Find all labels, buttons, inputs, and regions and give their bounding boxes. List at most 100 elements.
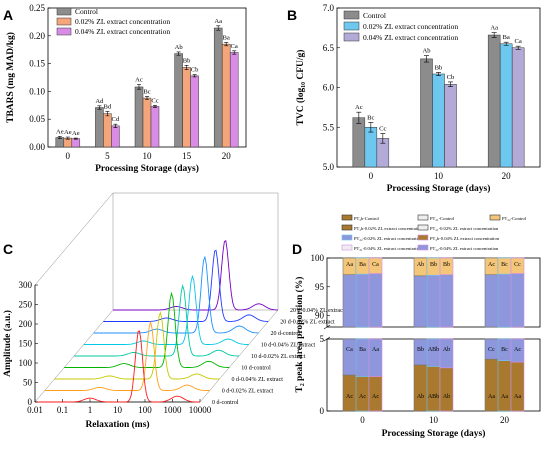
series-curve <box>103 249 269 322</box>
bar-segment-pt2b <box>484 358 499 412</box>
error-bar <box>73 137 78 140</box>
significance-label-pt22: Cc <box>514 262 521 268</box>
x-tick-label: 15 <box>182 151 192 161</box>
x-tick-label: 0 <box>360 415 365 425</box>
significance-label-pt22: Bc <box>501 262 508 268</box>
significance-label-pt22: Bb <box>430 262 437 268</box>
x-tick-label: 20 <box>222 151 232 161</box>
side-wall-edge <box>34 192 114 286</box>
legend-label: 0.02% ZL extract concentration <box>363 22 458 31</box>
x-tick-label: 10 <box>143 151 153 161</box>
x-tick-label: 20 <box>502 171 512 181</box>
error-bar <box>97 105 102 110</box>
legend-swatch <box>56 27 72 36</box>
error-bar <box>145 96 149 101</box>
error-bar <box>515 45 521 50</box>
y-tick-label: 95 <box>315 282 325 292</box>
y-tick-label: 250 <box>19 300 33 310</box>
x-tick-label: 100 <box>138 405 152 415</box>
significance-label-pt22: Ac <box>488 262 495 268</box>
bar <box>511 47 525 168</box>
bar-segment-pt21-upper <box>368 273 383 328</box>
legend-label: PT₂b-Control <box>354 216 380 221</box>
x-tick-label: 0.01 <box>27 405 43 415</box>
bar <box>487 34 501 168</box>
significance-label-pt2b: Ac <box>359 394 366 400</box>
x-tick-label: 5 <box>105 151 110 161</box>
legend-swatch <box>56 7 72 16</box>
legend-label: PT₂₂-Control <box>502 216 527 221</box>
x-tick-label: 10000 <box>189 405 212 415</box>
panel-b: B 5.0 5.5 6.0 6.5 7.0 0 Ac Bc Cc 10 Ab Bb Cb 20 Aa Ba Ca… <box>287 3 541 194</box>
y-tick-label: 150 <box>19 339 33 349</box>
significance-label: Bc <box>367 114 374 121</box>
bar <box>213 27 223 148</box>
significance-label-pt2b: Ab <box>443 394 450 400</box>
significance-label: Cb <box>447 74 455 81</box>
y-tick-label: 100 <box>311 253 325 263</box>
legend-swatch <box>343 21 360 31</box>
bar-segment-pt21-upper <box>342 274 357 328</box>
error-bar <box>424 55 429 63</box>
significance-label-pt2b: Aa <box>514 394 521 400</box>
significance-label: Ae <box>72 130 80 137</box>
legend-label: Control <box>363 11 386 20</box>
significance-label-pt21: Cc <box>488 347 495 353</box>
significance-label: Cc <box>151 97 158 104</box>
series-label: 0 d-control <box>212 400 239 406</box>
bar-segment-pt21-lower <box>355 338 370 377</box>
bar-segment-pt21-lower <box>342 338 357 376</box>
bar-segment-pt21-upper <box>497 273 512 328</box>
bar-segment-pt2b <box>426 366 441 412</box>
bar-segment-pt2b <box>439 367 454 412</box>
series-label: 20 d-0.02% ZL extract <box>280 320 335 326</box>
bar-segment-pt2b <box>510 361 525 412</box>
significance-label: Bb <box>183 57 191 64</box>
significance-label: Cb <box>191 67 199 74</box>
y-tick-label: 0.10 <box>29 86 45 96</box>
error-bar <box>192 74 197 78</box>
legend-swatch <box>417 214 429 221</box>
legend-swatch <box>341 234 353 241</box>
error-bar <box>137 84 141 90</box>
error-bar <box>224 42 229 47</box>
legend-swatch <box>343 10 360 20</box>
bar-segment-pt21-upper <box>413 275 428 328</box>
legend-label: PT₂₁-0.04% ZL extract concentration <box>354 246 423 251</box>
series-label: 20 d-0.04% ZL extract <box>290 308 345 314</box>
significance-label-pt21: Bc <box>501 347 508 353</box>
bar-segment-pt21-lower <box>510 338 525 363</box>
error-bar <box>65 136 70 140</box>
significance-label: Ab <box>422 48 431 55</box>
series-curve <box>83 274 249 345</box>
bar <box>142 97 152 148</box>
error-bar <box>153 105 157 108</box>
bar <box>444 84 457 168</box>
legend-label: 0.02% ZL extract concentration <box>75 17 170 26</box>
bar <box>174 53 183 148</box>
significance-label: Ad <box>95 98 104 105</box>
legend-swatch <box>343 32 360 42</box>
error-bar <box>232 50 237 55</box>
series-curve <box>64 291 230 368</box>
panel-a-letter: A <box>3 7 13 23</box>
significance-label-pt21: ABb <box>428 347 439 353</box>
bar <box>229 52 239 148</box>
x-tick-label: 10 <box>429 415 439 425</box>
significance-label: Cc <box>379 126 386 133</box>
significance-label-pt21: Ab <box>443 347 450 353</box>
y-tick-label: 7.0 <box>323 3 335 13</box>
legend-label: 0.04% ZL extract concentration <box>75 27 170 36</box>
significance-label: Bc <box>143 88 150 95</box>
y-tick-label: 5.0 <box>323 162 335 172</box>
bar-segment-pt21-upper <box>484 274 499 328</box>
y-tick-label: 300 <box>19 280 33 290</box>
bar-segment-pt21-upper <box>510 273 525 328</box>
series-label: 0 d-0.02% ZL extract <box>222 389 274 395</box>
y-tick-label: 50 <box>23 378 33 388</box>
bar <box>432 73 445 168</box>
error-bar <box>448 81 453 88</box>
bar-segment-pt21-lower <box>368 338 383 377</box>
